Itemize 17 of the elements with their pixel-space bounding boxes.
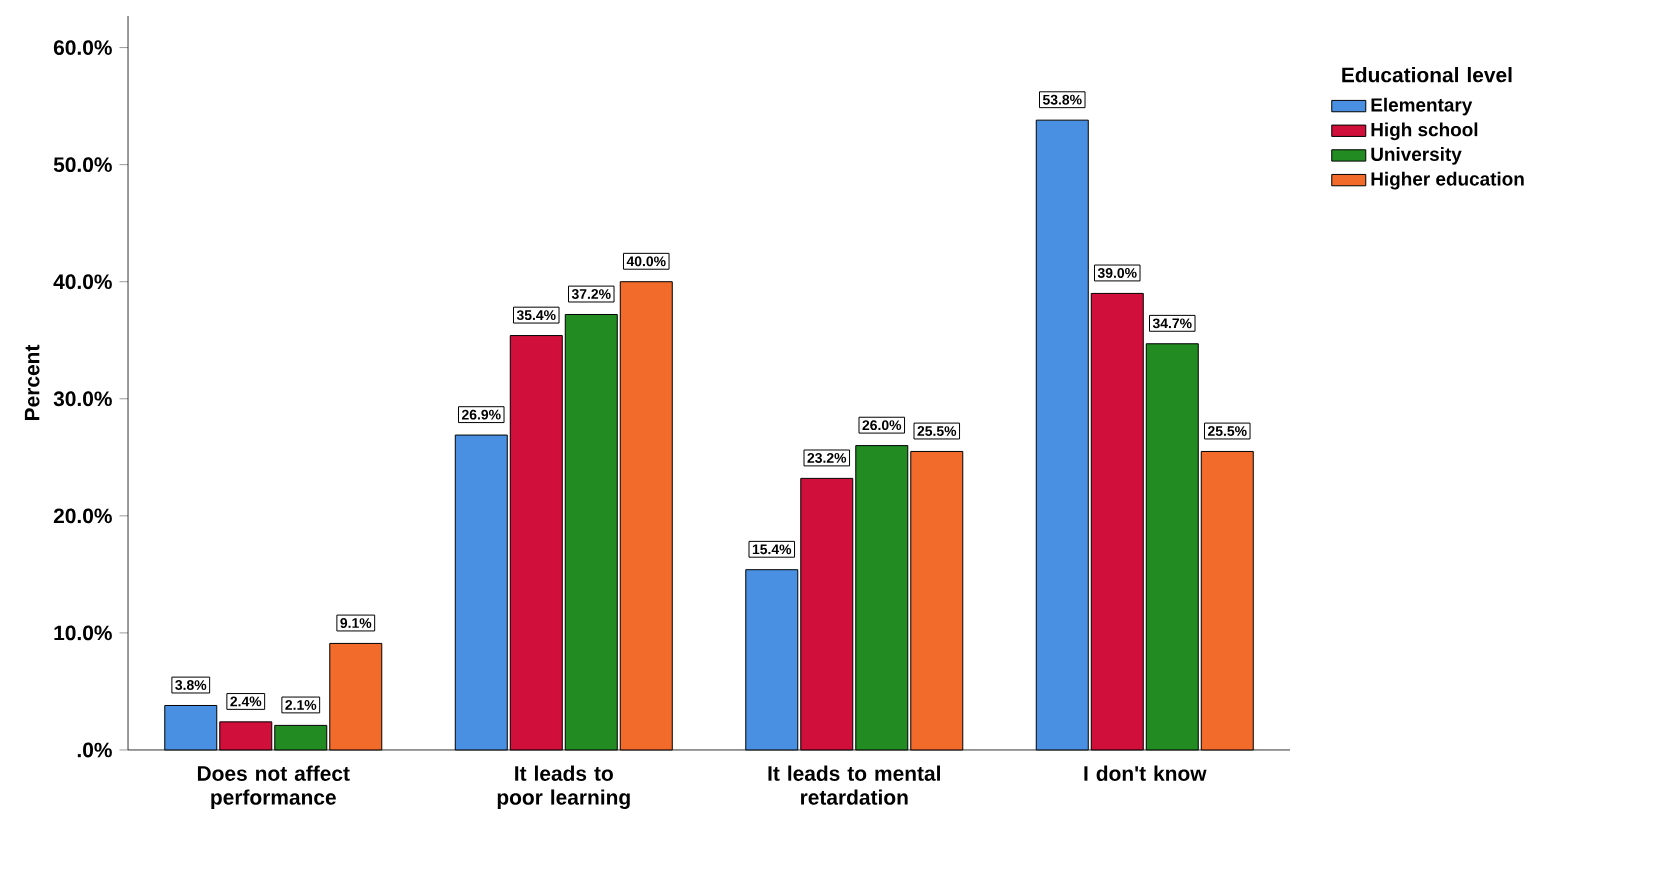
y-tick-label: 10.0% xyxy=(54,625,112,641)
legend-title: Educational level xyxy=(1342,66,1512,83)
y-tick-label: 20.0% xyxy=(53,508,112,524)
legend-label: High school xyxy=(1371,122,1478,141)
legend-label: University xyxy=(1371,147,1462,165)
x-tick-label: It leads to poor learning xyxy=(497,765,630,810)
x-tick-label: Does not affect performance xyxy=(197,765,350,809)
legend-label: Elementary xyxy=(1371,97,1473,116)
y-axis-title: Percent xyxy=(24,344,40,420)
legend-label: Higher education xyxy=(1371,171,1524,190)
x-tick-label: It leads to mental retardation xyxy=(768,765,940,805)
y-tick-label: 60.0% xyxy=(53,40,112,55)
y-tick-label: 50.0% xyxy=(53,157,112,173)
x-tick-label: I don't know xyxy=(1084,765,1207,781)
y-tick-label: .0% xyxy=(77,742,112,758)
y-tick-label: 30.0% xyxy=(53,391,112,407)
y-tick-label: 40.0% xyxy=(53,274,112,290)
